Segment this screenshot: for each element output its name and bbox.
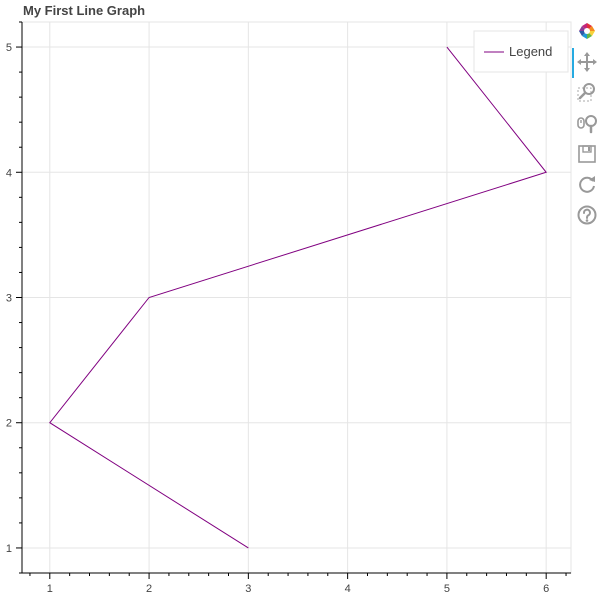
y-tick-label: 3 xyxy=(6,293,12,305)
reset-icon[interactable] xyxy=(576,173,598,195)
x-tick-label: 4 xyxy=(345,583,351,595)
series-line xyxy=(49,46,548,549)
active-tool-indicator xyxy=(572,48,574,78)
bokeh-logo-icon[interactable] xyxy=(576,20,598,42)
legend-label: Legend xyxy=(509,44,552,59)
y-tick-label: 4 xyxy=(6,167,12,179)
x-axis-ticks: 1 2 3 4 5 6 xyxy=(29,573,567,595)
box-zoom-icon[interactable] xyxy=(576,81,598,103)
x-tick-label: 1 xyxy=(47,583,53,595)
grid-lines xyxy=(21,21,572,574)
y-axis-ticks: 1 2 3 4 5 xyxy=(6,21,22,574)
y-tick-label: 2 xyxy=(6,418,12,430)
x-tick-label: 6 xyxy=(543,583,549,595)
wheel-zoom-icon[interactable] xyxy=(576,112,598,134)
legend: Legend xyxy=(473,30,569,73)
help-icon[interactable] xyxy=(576,204,598,226)
y-tick-label: 1 xyxy=(6,543,12,555)
chart-title: My First Line Graph xyxy=(23,3,146,18)
x-tick-label: 3 xyxy=(245,583,251,595)
y-tick-label: 5 xyxy=(6,42,12,54)
x-tick-label: 5 xyxy=(444,583,450,595)
save-icon[interactable] xyxy=(576,143,598,165)
chart-toolbar xyxy=(572,20,602,240)
line-chart: 1 2 3 4 5 6 1 2 3 4 5 Legend xyxy=(6,21,572,595)
pan-icon[interactable] xyxy=(576,51,598,73)
series-lines xyxy=(49,46,548,549)
x-tick-label: 2 xyxy=(146,583,152,595)
